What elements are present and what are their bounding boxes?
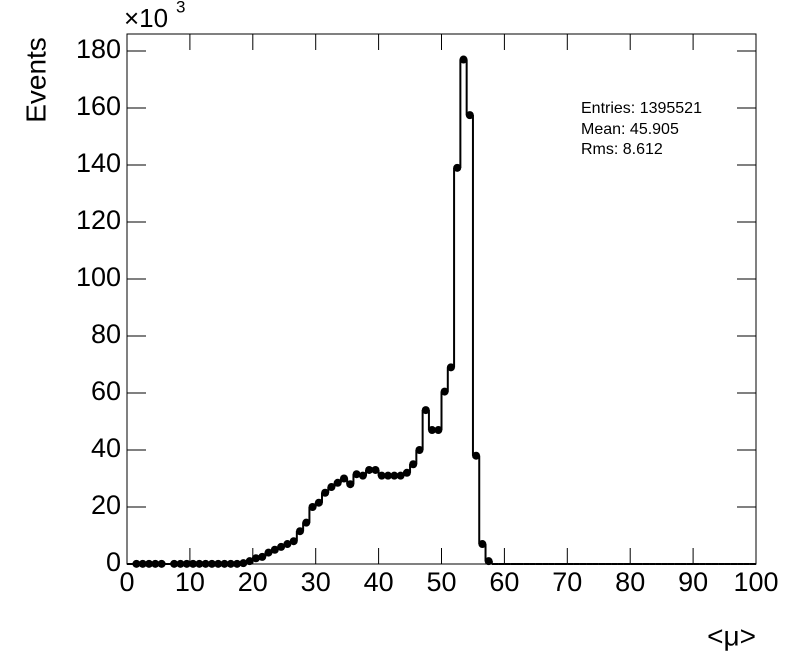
hist-marker — [157, 559, 166, 568]
x-tick-label: 40 — [364, 567, 394, 597]
hist-marker — [459, 55, 468, 64]
y-multiplier: ×10 — [124, 3, 168, 33]
hist-marker — [428, 426, 437, 435]
hist-marker — [195, 559, 204, 568]
hist-marker — [421, 406, 430, 415]
hist-marker — [283, 540, 292, 549]
y-tick-label: 120 — [76, 205, 121, 235]
hist-marker — [182, 559, 191, 568]
x-tick-label: 0 — [119, 567, 134, 597]
hist-marker — [377, 471, 386, 480]
hist-marker — [289, 537, 298, 546]
hist-marker — [151, 559, 160, 568]
hist-marker — [264, 548, 273, 557]
hist-marker — [453, 163, 462, 172]
y-tick-label: 140 — [76, 148, 121, 178]
hist-marker — [415, 446, 424, 454]
x-tick-label: 80 — [615, 567, 645, 597]
hist-marker — [308, 503, 317, 511]
hist-marker — [396, 471, 405, 480]
hist-marker — [201, 559, 210, 568]
x-tick-label: 50 — [426, 567, 456, 597]
x-tick-label: 70 — [552, 567, 582, 597]
hist-marker — [132, 559, 141, 568]
hist-marker — [472, 451, 481, 460]
y-tick-label: 20 — [91, 490, 121, 520]
hist-marker — [258, 552, 267, 561]
hist-marker — [352, 470, 361, 479]
hist-marker — [346, 480, 355, 489]
hist-marker — [358, 471, 367, 480]
hist-marker — [434, 426, 443, 435]
x-tick-label: 90 — [678, 567, 708, 597]
stat-entries: Entries: 1395521 — [581, 100, 702, 117]
y-tick-label: 80 — [91, 319, 121, 349]
hist-marker — [384, 471, 393, 480]
y-tick-label: 40 — [91, 433, 121, 463]
hist-marker — [145, 559, 154, 568]
hist-marker — [170, 559, 179, 568]
hist-marker — [478, 540, 487, 549]
x-tick-label: 100 — [733, 567, 778, 597]
x-axis-label: <μ> — [707, 620, 756, 651]
y-tick-label: 100 — [76, 262, 121, 292]
stat-mean: Mean: 45.905 — [581, 121, 679, 138]
hist-marker — [327, 483, 336, 492]
hist-marker — [245, 557, 254, 566]
stat-rms: Rms: 8.612 — [581, 141, 663, 158]
hist-marker — [446, 363, 455, 372]
y-tick-label: 60 — [91, 376, 121, 406]
hist-marker — [302, 518, 311, 527]
y-multiplier-exponent: 3 — [176, 0, 185, 16]
hist-marker — [465, 111, 474, 120]
y-axis-label: Events — [20, 37, 51, 123]
hist-marker — [365, 465, 374, 474]
y-tick-label: 0 — [106, 547, 121, 577]
hist-marker — [371, 465, 380, 474]
hist-marker — [390, 471, 399, 480]
hist-marker — [321, 488, 330, 497]
hist-marker — [333, 478, 342, 487]
hist-marker — [138, 559, 147, 568]
hist-marker — [484, 557, 493, 566]
hist-marker — [340, 474, 349, 483]
hist-marker — [226, 559, 235, 568]
hist-marker — [189, 559, 198, 568]
x-tick-label: 20 — [238, 567, 268, 597]
y-tick-label: 160 — [76, 91, 121, 121]
y-tick-label: 180 — [76, 34, 121, 64]
hist-marker — [214, 559, 223, 568]
hist-marker — [402, 468, 411, 477]
x-tick-label: 30 — [301, 567, 331, 597]
hist-marker — [270, 545, 279, 554]
hist-marker — [207, 559, 216, 568]
hist-marker — [440, 387, 449, 396]
hist-marker — [409, 460, 418, 469]
hist-marker — [220, 559, 229, 568]
hist-marker — [295, 527, 304, 536]
hist-marker — [233, 559, 242, 568]
hist-marker — [239, 559, 248, 568]
hist-marker — [176, 559, 185, 568]
hist-marker — [314, 498, 323, 507]
hist-marker — [277, 542, 286, 551]
x-tick-label: 10 — [175, 567, 205, 597]
x-tick-label: 60 — [489, 567, 519, 597]
hist-marker — [251, 554, 260, 563]
